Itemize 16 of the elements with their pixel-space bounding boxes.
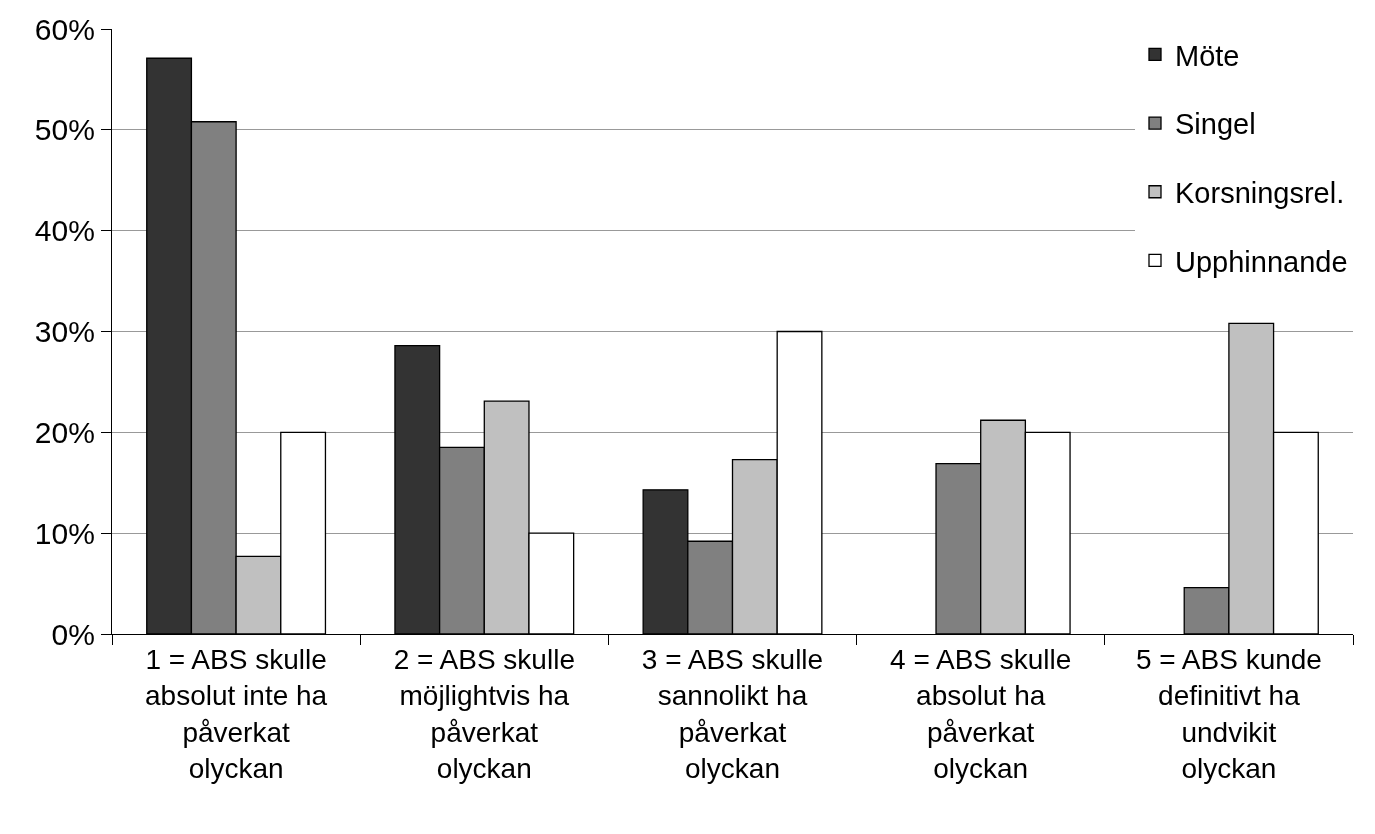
legend-label: Upphinnande: [1175, 245, 1348, 278]
legend-label: Korsningsrel.: [1175, 177, 1345, 210]
x-tick-label: 3 = ABS skulle sannolikt ha påverkat olyckan: [641, 643, 824, 784]
y-tick-label: 30%: [34, 315, 95, 348]
legend-label: Singel: [1175, 108, 1256, 141]
y-tick-label: 10%: [34, 516, 95, 550]
x-tick-label: 1 = ABS skulle absolut inte ha påverkat olyckan: [145, 643, 328, 784]
y-tick-label: 50%: [34, 113, 95, 147]
y-tick-label: 20%: [34, 415, 95, 449]
x-tick-label: 5 = ABS kunde definitivt ha undvikit olyckan: [1135, 643, 1322, 784]
y-tick-label: 60%: [34, 12, 95, 46]
y-tick-label: 40%: [34, 214, 95, 248]
x-tick-label: 2 = ABS skulle möjlightvis ha påverkat olyckan: [393, 643, 575, 784]
y-tick-label: 0%: [51, 617, 95, 651]
legend-label: Möte: [1175, 39, 1240, 72]
x-tick-label: 4 = ABS skulle absolut ha påverkat olyckan: [890, 643, 1072, 784]
